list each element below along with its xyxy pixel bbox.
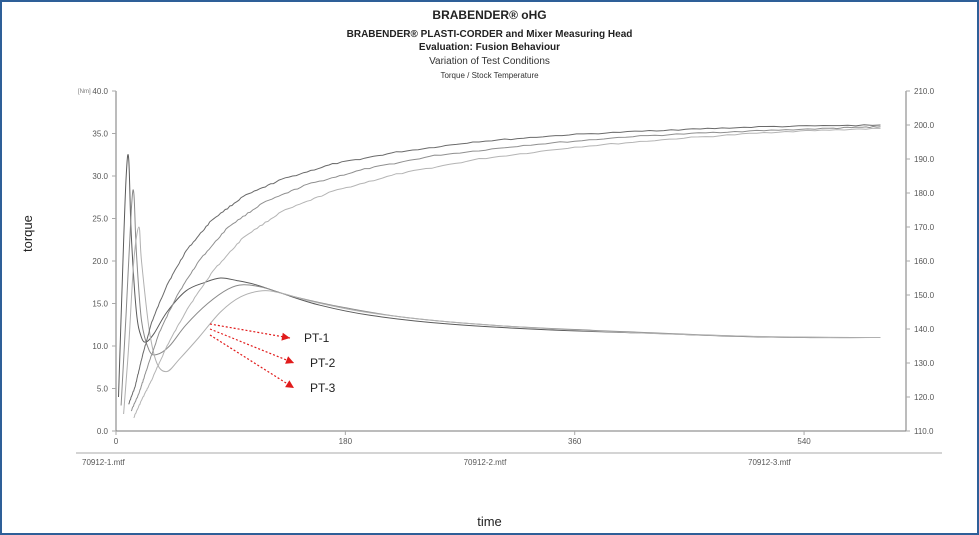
annotation-arrowhead-3 [285,380,294,388]
annotation-arrow-2 [210,329,294,363]
tick-left-label: 0.0 [97,427,109,436]
title-main: BRABENDER® oHG [10,8,969,23]
tick-left-label: 30.0 [92,172,108,181]
tick-left-label: 10.0 [92,342,108,351]
tick-bottom-label: 180 [339,437,353,446]
y-axis-label-left: torque [20,215,35,252]
tick-right-label: 150.0 [914,291,935,300]
title-tiny: Torque / Stock Temperature [10,71,969,81]
annotation-arrowhead-1 [281,332,290,340]
tick-left-label: 40.0 [92,87,108,96]
tick-right-label: 210.0 [914,87,935,96]
tick-right-label: 170.0 [914,223,935,232]
temp-curve-a [129,124,881,404]
temp-curve-c [134,128,881,418]
annotation-arrow-3 [210,335,294,388]
tick-bottom-label: 540 [797,437,811,446]
torque-curve-pt1 [119,154,881,396]
tick-right-label: 120.0 [914,393,935,402]
chart-svg: [Nm] 0.0 5.0 10.0 15.0 20.0 25.0 30.0 35.0 40.0 11… [66,83,946,483]
title-sub: BRABENDER® PLASTI-CORDER and Mixer Measu… [10,29,969,42]
title-variation: Variation of Test Conditions [10,56,969,69]
annotation-arrow-1 [210,324,290,338]
footer-left: 70912-1.mtf [82,458,125,467]
title-eval: Evaluation: Fusion Behaviour [10,42,969,55]
tick-right-label: 110.0 [914,427,934,436]
annotation-label-2: PT-2 [310,356,336,370]
annotation-label-1: PT-1 [304,331,330,345]
tick-right-label: 190.0 [914,155,935,164]
tick-right-label: 160.0 [914,257,935,266]
tick-bottom-label: 0 [114,437,119,446]
tick-right-label: 200.0 [914,121,935,130]
chart-titles: BRABENDER® oHG BRABENDER® PLASTI-CORDER … [10,8,969,81]
tick-left-label: 5.0 [97,384,109,393]
x-axis-label: time [2,514,977,529]
tick-bottom-label: 360 [568,437,582,446]
annotation-label-3: PT-3 [310,381,336,395]
tick-right-label: 180.0 [914,189,935,198]
annotation-arrowhead-2 [285,356,294,363]
tick-left-label: 15.0 [92,299,108,308]
unit-hint: [Nm] [78,89,91,95]
tick-left-label: 35.0 [92,129,108,138]
temp-curve-b [131,126,880,411]
tick-left-label: 20.0 [92,257,108,266]
tick-right-label: 130.0 [914,359,935,368]
footer-mid: 70912-2.mtf [464,458,507,467]
tick-left-label: 25.0 [92,214,108,223]
footer-right: 70912-3.mtf [748,458,791,467]
tick-right-label: 140.0 [914,325,935,334]
torque-curve-pt3 [124,227,881,414]
plot-area: [Nm] 0.0 5.0 10.0 15.0 20.0 25.0 30.0 35.0 40.0 11… [66,83,961,483]
